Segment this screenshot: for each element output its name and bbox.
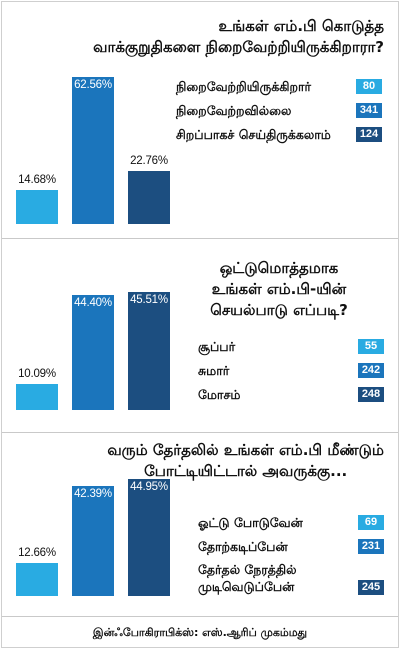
title-line: வாக்குறுதிகளை நிறைவேற்றியிருக்கிறாரா? [93, 38, 384, 56]
bar-value-label: 12.66% [18, 547, 56, 559]
bar-value-label: 45.51% [130, 294, 168, 306]
panel-title: உங்கள் எம்.பி கொடுத்த வாக்குறுதிகளை நிறை… [93, 16, 384, 58]
panel-promises: உங்கள் எம்.பி கொடுத்த வாக்குறுதிகளை நிறை… [2, 2, 398, 234]
legend-label: ஓட்டு போடுவேன் [198, 515, 303, 530]
bar [72, 295, 114, 410]
legend-item: மோசம் 248 [198, 386, 384, 404]
title-line: வரும் தேர்தலில் உங்கள் எம்.பி மீண்டும் [107, 441, 384, 459]
legend-count-badge: 248 [358, 387, 384, 402]
section-divider [2, 238, 398, 239]
legend-label: தேர்தல் நேரத்தில் [198, 562, 297, 577]
legend-count-badge: 341 [356, 103, 382, 118]
legend-count-badge: 69 [358, 515, 384, 530]
bar-value-label: 22.76% [130, 155, 168, 167]
title-line: செயல்பாடு எப்படி? [210, 301, 348, 319]
legend-count-badge: 55 [358, 339, 384, 354]
legend-count-badge: 245 [358, 580, 384, 595]
legend-label: தோற்கடிப்பேன் [198, 539, 288, 554]
bar-value-label: 42.39% [74, 488, 112, 500]
legend-item: நிறைவேற்றவில்லை 341 [176, 102, 382, 120]
legend-count-badge: 242 [358, 363, 384, 378]
bar [16, 563, 58, 596]
legend-item: தேர்தல் நேரத்தில் முடிவெடுப்பேன் 245 [198, 562, 384, 598]
bar-value-label: 44.40% [74, 297, 112, 309]
bar [72, 77, 114, 224]
section-divider [2, 432, 398, 433]
title-line: ஒட்டுமொத்தமாக [219, 259, 339, 277]
title-line: உங்கள் எம்.பி-யின் [211, 280, 347, 298]
legend-item: சிறப்பாகச் செய்திருக்கலாம் 124 [176, 126, 382, 144]
bar [128, 171, 170, 224]
legend-count-badge: 231 [358, 539, 384, 554]
panel-performance: ஒட்டுமொத்தமாக உங்கள் எம்.பி-யின் செயல்பா… [2, 238, 398, 432]
legend-item: சுமார் 242 [198, 362, 384, 380]
legend-label: மோசம் [198, 387, 241, 402]
bar-value-label: 14.68% [18, 174, 56, 186]
bar-value-label: 62.56% [74, 79, 112, 91]
panel-title: வரும் தேர்தலில் உங்கள் எம்.பி மீண்டும் ப… [107, 440, 384, 482]
legend: நிறைவேற்றியிருக்கிறார் 80 நிறைவேற்றவில்ல… [176, 78, 382, 144]
legend-label: நிறைவேற்றியிருக்கிறார் [176, 79, 312, 94]
bar-value-label: 10.09% [18, 368, 56, 380]
section-divider [2, 616, 398, 617]
legend-item: ஓட்டு போடுவேன் 69 [198, 514, 384, 532]
legend-item: தோற்கடிப்பேன் 231 [198, 538, 384, 556]
legend-label: சிறப்பாகச் செய்திருக்கலாம் [176, 127, 331, 142]
bar [128, 479, 170, 596]
legend-item: சூப்பர் 55 [198, 338, 384, 356]
bar [128, 292, 170, 410]
credit-line: இன்ஃபோகிராபிக்ஸ்: எஸ்.ஆரிப் முகம்மது [92, 626, 308, 639]
legend-label: சுமார் [198, 363, 230, 378]
bar-value-label: 44.95% [130, 481, 168, 493]
title-line: உங்கள் எம்.பி கொடுத்த [218, 17, 384, 35]
bar [72, 486, 114, 596]
legend: சூப்பர் 55 சுமார் 242 மோசம் 248 [198, 338, 384, 404]
legend-item: நிறைவேற்றியிருக்கிறார் 80 [176, 78, 382, 96]
bar [16, 190, 58, 224]
legend-count-badge: 124 [356, 127, 382, 142]
legend-label: முடிவெடுப்பேன் [198, 579, 295, 594]
legend-label: நிறைவேற்றவில்லை [176, 103, 292, 118]
legend-label: சூப்பர் [198, 339, 236, 354]
legend-count-badge: 80 [356, 79, 382, 94]
panel-title: ஒட்டுமொத்தமாக உங்கள் எம்.பி-யின் செயல்பா… [174, 258, 384, 321]
title-line: போட்டியிட்டால் அவருக்கு... [144, 462, 348, 480]
legend: ஓட்டு போடுவேன் 69 தோற்கடிப்பேன் 231 தேர்… [198, 514, 384, 604]
bar [16, 384, 58, 410]
panel-reelection: வரும் தேர்தலில் உங்கள் எம்.பி மீண்டும் ப… [2, 432, 398, 614]
